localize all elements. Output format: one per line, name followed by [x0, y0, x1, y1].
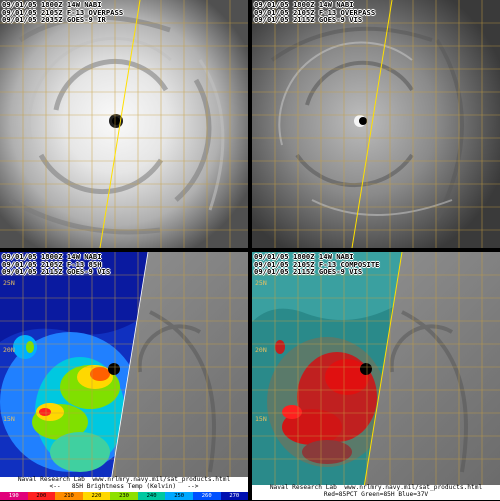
- lat-lon-grid: [0, 0, 248, 248]
- lat-label-20n: 20N: [3, 346, 15, 354]
- colorbar-segment: 220: [82, 492, 111, 500]
- lat-lon-grid: [252, 0, 500, 248]
- colorbar-tick: 230: [119, 493, 129, 499]
- panel-divider-horizontal: [0, 248, 500, 252]
- lat-lon-grid: [252, 252, 500, 500]
- vis-panel: 09/01/05 1800Z 14W NABI 09/01/05 2105Z F…: [252, 0, 500, 248]
- colorbar-segment: 260: [192, 492, 221, 500]
- ir-panel-header: 09/01/05 1800Z 14W NABI 09/01/05 2105Z F…: [2, 1, 123, 24]
- colorbar-segment: 240: [137, 492, 166, 500]
- header-line: 09/01/05 2035Z GOES-9 IR: [2, 15, 106, 25]
- colorbar-segment: 270: [220, 492, 248, 500]
- lat-label-15n: 15N: [255, 415, 267, 423]
- ir-satellite-image: [0, 0, 248, 248]
- colorbar-tick: 200: [36, 493, 47, 499]
- colorbar-tick: 250: [174, 493, 185, 499]
- lat-label-15n: 15N: [3, 415, 15, 423]
- header-line: 09/01/05 2105Z F-13 85H: [2, 259, 102, 269]
- colorbar-segment: 250: [165, 492, 193, 500]
- brightness-temp-colorbar: 190 200 210 220 230 240 250 260 270: [0, 492, 248, 500]
- credit-line: Naval Research Lab www.nrlmry.navy.mil/s…: [17, 476, 231, 483]
- overpass-swath-edge: [99, 0, 141, 248]
- 85h-microwave-image: [0, 252, 248, 500]
- lat-label-25n: 25N: [255, 279, 267, 287]
- header-line: 09/01/05 2105Z F-13 OVERPASS: [254, 7, 376, 17]
- header-line: 09/01/05 1800Z 14W NABI: [2, 252, 102, 261]
- ir-panel: 09/01/05 1800Z 14W NABI 09/01/05 2105Z F…: [0, 0, 248, 248]
- header-line: 09/01/05 2105Z F-13 OVERPASS: [2, 7, 124, 17]
- composite-footer: Naval Research Lab www.nrlmry.navy.mil/s…: [252, 484, 500, 500]
- swath-edge: [107, 252, 149, 500]
- colorbar-tick: 190: [8, 493, 19, 499]
- colorbar-segment: 210: [55, 492, 83, 500]
- header-line: 09/01/05 1800Z 14W NABI: [254, 252, 354, 261]
- colorbar-tick: 270: [229, 493, 240, 499]
- colorbar-segment: 230: [110, 492, 138, 500]
- composite-microwave-image: [252, 252, 500, 500]
- 85h-footer: Naval Research Lab www.nrlmry.navy.mil/s…: [0, 476, 248, 492]
- colorbar-segment: 200: [27, 492, 56, 500]
- colorbar-caption: <-- 85H Brightness Temp (Kelvin) -->: [49, 482, 199, 490]
- colorbar-tick: 220: [91, 493, 102, 499]
- header-line: 09/01/05 1800Z 14W NABI: [254, 0, 354, 9]
- colorbar-tick: 260: [201, 493, 212, 499]
- vis-satellite-image: [252, 0, 500, 248]
- header-line: 09/01/05 2115Z GOES-9 VIS: [254, 15, 363, 25]
- composite-panel: 25N 20N 15N 09/01/05 1800Z 14W NABI 09/0…: [252, 252, 500, 500]
- colorbar-segment: 190: [0, 492, 28, 500]
- channel-legend: Red=85PCT Green=85H Blue=37V: [323, 490, 429, 498]
- 85h-panel: 25N 20N 15N 09/01/05 1800Z 14W NABI 09/0…: [0, 252, 248, 500]
- lat-label-20n: 20N: [255, 346, 267, 354]
- header-line: 09/01/05 2115Z GOES-9 VIS: [2, 267, 111, 277]
- header-line: 09/01/05 1800Z 14W NABI: [2, 0, 102, 9]
- vis-panel-header: 09/01/05 1800Z 14W NABI 09/01/05 2105Z F…: [254, 1, 375, 24]
- credit-line: Naval Research Lab www.nrlmry.navy.mil/s…: [269, 484, 483, 491]
- swath-edge: [361, 252, 403, 500]
- lat-lon-grid: [0, 252, 248, 500]
- 85h-panel-header: 09/01/05 1800Z 14W NABI 09/01/05 2105Z F…: [2, 253, 110, 276]
- header-line: 09/01/05 2105Z F-13 COMPOSITE: [254, 259, 380, 269]
- colorbar-tick: 210: [63, 493, 74, 499]
- header-line: 09/01/05 2115Z GOES-9 VIS: [254, 267, 363, 277]
- overpass-swath-edge: [351, 0, 393, 248]
- composite-panel-header: 09/01/05 1800Z 14W NABI 09/01/05 2105Z F…: [254, 253, 380, 276]
- lat-label-25n: 25N: [3, 279, 15, 287]
- colorbar-tick: 240: [146, 493, 157, 499]
